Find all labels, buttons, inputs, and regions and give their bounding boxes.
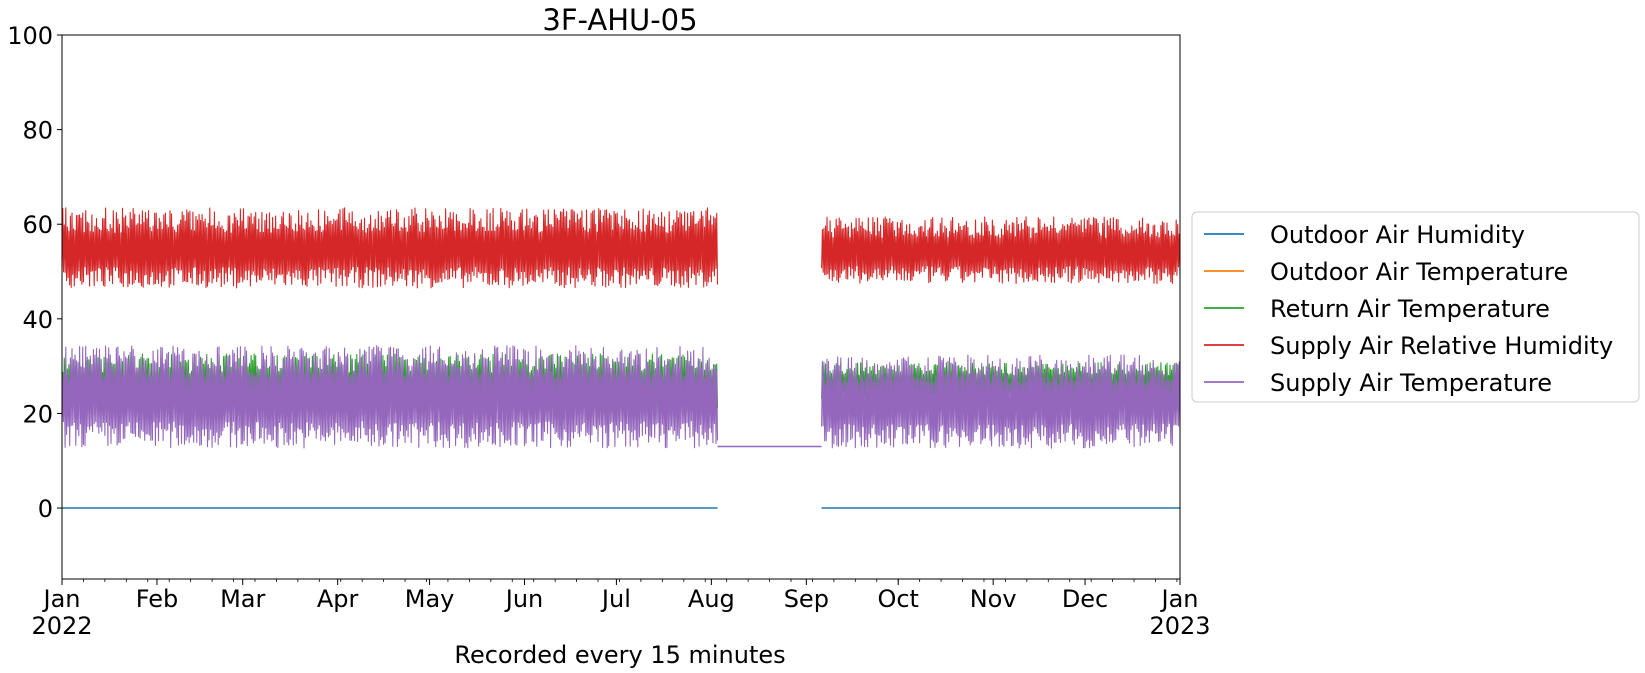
y-tick-label: 60 bbox=[22, 211, 53, 239]
x-tick-label: Feb bbox=[136, 585, 179, 613]
legend-item: Supply Air Temperature bbox=[1204, 369, 1552, 397]
series-line-supply-air-temperature-0 bbox=[61, 345, 719, 449]
x-tick-label: Sep bbox=[784, 585, 829, 613]
legend-label: Outdoor Air Temperature bbox=[1270, 258, 1568, 286]
series-line-supply-air-temperature-2 bbox=[821, 354, 1181, 449]
x-tick-sublabel: 2023 bbox=[1149, 612, 1210, 640]
legend: Outdoor Air Humidity Outdoor Air Temperat… bbox=[1191, 211, 1640, 403]
legend-item: Outdoor Air Humidity bbox=[1204, 221, 1525, 249]
series-supply-air-temperature bbox=[61, 345, 1181, 449]
legend-label: Return Air Temperature bbox=[1270, 295, 1550, 323]
y-tick-label: 100 bbox=[7, 22, 53, 50]
x-tick-label: Apr bbox=[317, 585, 359, 613]
x-tick-label: Jul bbox=[600, 585, 631, 613]
y-tick-label: 20 bbox=[22, 400, 53, 428]
legend-box bbox=[1191, 211, 1640, 403]
plot-frame bbox=[61, 34, 1181, 580]
x-tick-label: Mar bbox=[220, 585, 265, 613]
x-tick-label: Jun bbox=[504, 585, 544, 613]
y-tick-label: 0 bbox=[38, 495, 53, 523]
series-line-supply-air-relative-humidity-0 bbox=[61, 207, 719, 289]
legend-label: Supply Air Relative Humidity bbox=[1270, 332, 1613, 360]
x-tick-sublabel: 2022 bbox=[31, 612, 92, 640]
x-tick-label: Nov bbox=[970, 585, 1017, 613]
legend-item: Outdoor Air Temperature bbox=[1204, 258, 1568, 286]
x-tick-label: Jan bbox=[1160, 585, 1199, 613]
chart-title: 3F-AHU-05 bbox=[542, 3, 697, 37]
x-tick-label: Aug bbox=[688, 585, 735, 613]
plot-series bbox=[61, 207, 1181, 509]
series-supply-air-relative-humidity bbox=[61, 207, 1181, 289]
legend-item: Supply Air Relative Humidity bbox=[1204, 332, 1613, 360]
x-tick-label: Dec bbox=[1062, 585, 1108, 613]
x-tick-label: May bbox=[405, 585, 455, 613]
series-line-supply-air-relative-humidity-1 bbox=[821, 216, 1181, 285]
y-tick-label: 80 bbox=[22, 117, 53, 145]
legend-label: Supply Air Temperature bbox=[1270, 369, 1552, 397]
x-tick-label: Oct bbox=[877, 585, 919, 613]
y-axis: 0 20 40 60 80 100 bbox=[7, 22, 62, 523]
legend-items: Outdoor Air Humidity Outdoor Air Temperat… bbox=[1204, 221, 1613, 397]
legend-item: Return Air Temperature bbox=[1204, 295, 1550, 323]
x-tick-label: Jan bbox=[42, 585, 81, 613]
y-tick-label: 40 bbox=[22, 306, 53, 334]
x-axis-title: Recorded every 15 minutes bbox=[454, 641, 785, 669]
legend-label: Outdoor Air Humidity bbox=[1270, 221, 1525, 249]
